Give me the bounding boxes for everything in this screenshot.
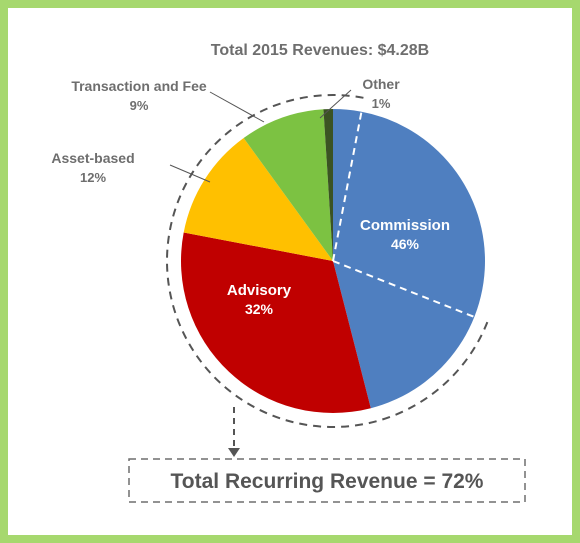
slice-label-asset-based: Asset-based [51,150,134,166]
recurring-divider-line [332,260,475,318]
recurring-revenue-label: Total Recurring Revenue = 72% [171,470,484,493]
slice-value-asset-based: 12% [80,170,106,185]
pie-slice-advisory [181,232,371,413]
slice-value-advisory: 32% [245,301,274,317]
slice-label-other: Other [362,76,400,92]
leader-line-asset-based [169,164,211,183]
slice-label-transaction-and-fee: Transaction and Fee [71,78,207,94]
recurring-divider-line [332,111,363,262]
recurring-revenue-box [128,458,526,503]
slice-label-commission: Commission [360,217,450,234]
chart-title: Total 2015 Revenues: $4.28B [211,42,429,59]
pie-slice-other [323,109,333,261]
pie-slices [181,109,486,413]
pie-slice-transaction-and-fee [243,109,333,262]
leader-line-transaction-and-fee [209,91,265,123]
pie-slice-commission [333,109,486,409]
recurring-revenue-arc [166,94,489,428]
leader-line-other [319,89,352,119]
slice-label-advisory: Advisory [227,282,292,299]
pie-slice-asset-based [183,138,333,261]
slice-value-other: 1% [372,96,391,111]
recurring-connector-arrowhead [228,448,240,457]
slice-value-commission: 46% [391,236,420,252]
slice-value-transaction-and-fee: 9% [130,98,149,113]
